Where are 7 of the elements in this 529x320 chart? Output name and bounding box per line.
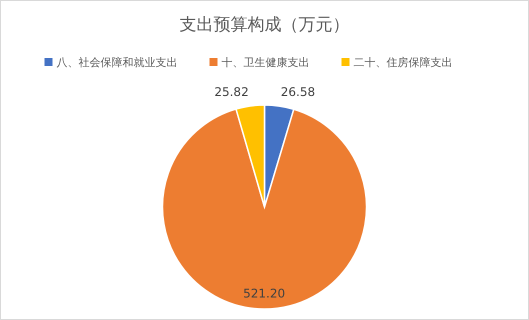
value-label: 521.20 — [243, 286, 286, 301]
value-label: 26.58 — [280, 85, 316, 100]
legend-label: 八、社会保障和就业支出 — [56, 56, 178, 69]
value-label: 25.82 — [214, 85, 249, 100]
legend-label: 十、卫生健康支出 — [222, 56, 310, 69]
legend-label: 二十、住房保障支出 — [354, 56, 452, 69]
title: 支出预算构成（万元） — [180, 15, 350, 35]
